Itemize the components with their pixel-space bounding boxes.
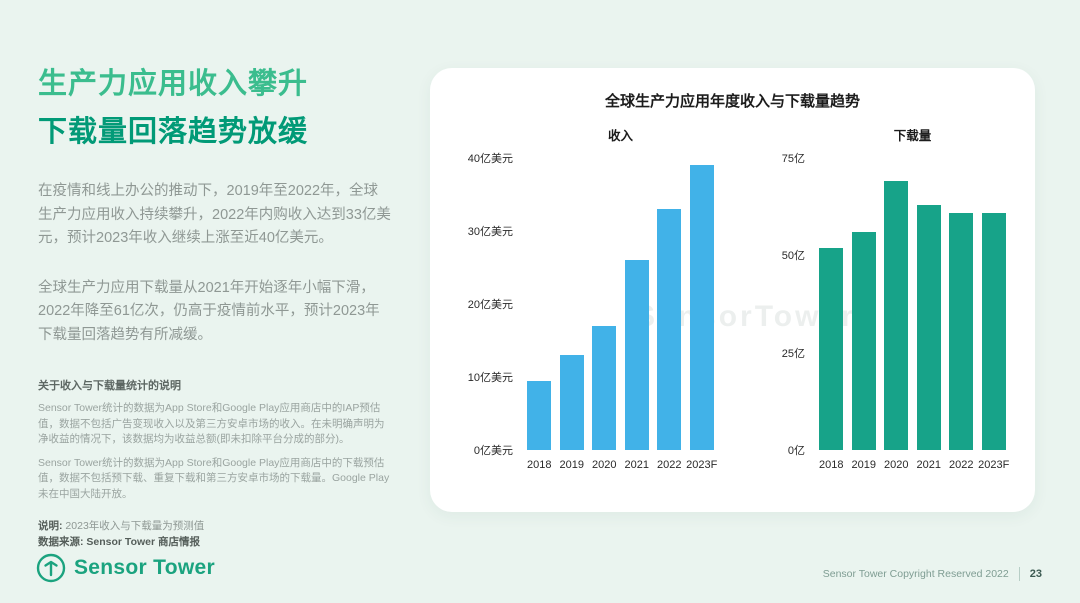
forecast-note-label: 说明:	[38, 520, 63, 532]
x-tick-label: 2020	[884, 459, 909, 471]
footer-divider	[1018, 567, 1020, 581]
y-tick-label: 40亿美元	[467, 153, 513, 165]
bar-下载量-2021	[916, 204, 941, 450]
downloads-chart: 0亿 25亿 50亿 75亿 下载量 2018 2019 2020 2021 2022 2023…	[775, 125, 1010, 472]
sensor-tower-logo: Sensor Tower	[36, 553, 215, 583]
y-axis: 0亿美元 10亿美元 20亿美元 30亿美元 40亿美元	[455, 153, 513, 457]
bar-收入-2022	[657, 209, 682, 450]
charts-row: 0亿美元 10亿美元 20亿美元 30亿美元 40亿美元 收入 2018 2019 2020…	[430, 125, 1035, 472]
x-axis: 2018 2019 2020 2021 2022 2023F	[815, 458, 1010, 472]
y-tick-label: 10亿美元	[467, 372, 513, 384]
bar-下载量-2019	[851, 231, 876, 450]
bar-收入-2021	[624, 260, 649, 450]
y-tick-label: 50亿	[781, 250, 805, 263]
forecast-note: 说明: 2023年收入与下载量为预测值	[38, 518, 392, 534]
sensor-tower-logo-icon	[36, 553, 66, 583]
revenue-chart: 0亿美元 10亿美元 20亿美元 30亿美元 40亿美元 收入 2018 2019 2020…	[455, 125, 718, 472]
x-tick-label: 2019	[851, 459, 876, 471]
y-tick-label: 0亿美元	[473, 445, 513, 457]
x-axis: 2018 2019 2020 2021 2022 2023F	[523, 458, 718, 472]
plot-column: 收入 2018 2019 2020 2021 2022 2023F	[523, 125, 718, 472]
bar-收入-2020	[592, 325, 617, 450]
plot-column: 下载量 2018 2019 2020 2021 2022 2023F	[815, 125, 1010, 472]
bar-收入-2019	[559, 355, 584, 450]
x-tick-label: 2018	[819, 459, 844, 471]
notes-heading: 关于收入与下载量统计的说明	[38, 380, 181, 392]
note-revenue-methodology: Sensor Tower统计的数据为App Store和Google Play应…	[38, 402, 385, 445]
plot-area	[815, 158, 1010, 450]
y-tick-label: 75亿	[781, 153, 805, 165]
bar-下载量-2023F	[981, 212, 1006, 450]
data-source-value: Sensor Tower 商店情报	[86, 536, 200, 548]
x-tick-label: 2021	[624, 459, 649, 471]
bar-下载量-2022	[949, 212, 974, 450]
left-column: 生产力应用收入攀升 下载量回落趋势放缓 在疫情和线上办公的推动下，2019年至2…	[38, 60, 392, 550]
copyright-text: Sensor Tower Copyright Reserved 2022	[822, 568, 1009, 580]
x-tick-label: 2022	[949, 459, 974, 471]
data-source-label: 数据来源:	[38, 536, 84, 548]
x-tick-label: 2023F	[978, 459, 1010, 471]
x-tick-label: 2021	[916, 459, 941, 471]
title-line-2: 下载量回落趋势放缓	[38, 116, 309, 148]
chart-card: 全球生产力应用年度收入与下载量趋势 SensorTower 0亿美元 10亿美元 2…	[430, 68, 1035, 512]
y-tick-label: 20亿美元	[467, 299, 513, 311]
chart-title: 全球生产力应用年度收入与下载量趋势	[604, 93, 860, 110]
sensor-tower-logo-text: Sensor Tower	[74, 556, 215, 579]
page-number: 23	[1029, 568, 1042, 580]
x-tick-label: 2020	[592, 459, 617, 471]
legend-source-block: 说明: 2023年收入与下载量为预测值 数据来源: Sensor Tower 商…	[38, 518, 392, 550]
bar-收入-2018	[527, 380, 552, 450]
bar-下载量-2020	[884, 181, 909, 450]
title-line-1: 生产力应用收入攀升	[38, 68, 309, 100]
bar-收入-2023F	[689, 165, 714, 450]
x-tick-label: 2019	[559, 459, 584, 471]
paragraph-downloads: 全球生产力应用下载量从2021年开始逐年小幅下滑，2022年降至61亿次，仍高于…	[38, 279, 380, 343]
x-tick-label: 2022	[657, 459, 682, 471]
y-tick-label: 25亿	[781, 347, 805, 360]
note-downloads-methodology: Sensor Tower统计的数据为App Store和Google Play应…	[38, 456, 390, 500]
x-tick-label: 2018	[527, 459, 552, 471]
footer: Sensor Tower Copyright Reserved 2022 23	[823, 567, 1042, 581]
paragraph-revenue: 在疫情和线上办公的推动下，2019年至2022年，全球生产力应用收入持续攀升，2…	[38, 183, 391, 246]
chart-subtitle-downloads: 下载量	[893, 129, 932, 143]
y-tick-label: 30亿美元	[467, 226, 513, 238]
y-tick-label: 0亿	[787, 445, 805, 457]
x-tick-label: 2023F	[686, 459, 718, 471]
y-axis: 0亿 25亿 50亿 75亿	[775, 153, 805, 457]
forecast-note-value: 2023年收入与下载量为预测值	[65, 520, 205, 532]
plot-area	[523, 158, 718, 450]
data-source: 数据来源: Sensor Tower 商店情报	[38, 534, 392, 550]
bar-下载量-2018	[819, 247, 844, 450]
chart-subtitle-revenue: 收入	[607, 129, 633, 143]
